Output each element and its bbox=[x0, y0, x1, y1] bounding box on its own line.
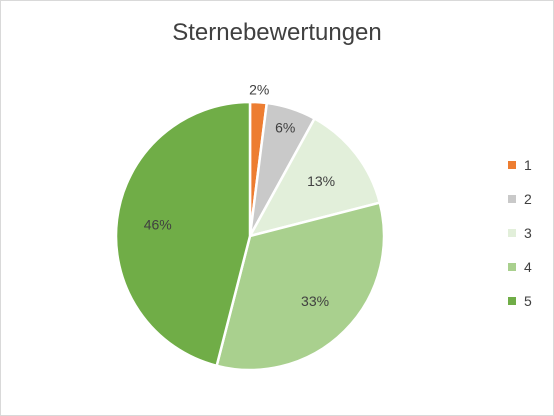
legend-item-2: 2 bbox=[508, 187, 532, 210]
pie-slice-3 bbox=[247, 116, 382, 238]
legend-label-1: 1 bbox=[524, 156, 532, 173]
legend-swatch-4 bbox=[508, 262, 516, 271]
pie-slice-4 bbox=[215, 201, 386, 372]
data-label-1: 2% bbox=[249, 81, 269, 97]
legend-label-5: 5 bbox=[524, 292, 532, 309]
pie-slice-5 bbox=[114, 100, 252, 368]
legend: 1 2 3 4 5 bbox=[508, 153, 532, 323]
legend-swatch-2 bbox=[508, 194, 516, 203]
chart-title: Sternebewertungen bbox=[172, 19, 382, 46]
legend-label-2: 2 bbox=[524, 190, 532, 207]
legend-item-4: 4 bbox=[508, 255, 532, 278]
data-label-2: 6% bbox=[275, 120, 295, 136]
data-label-3: 13% bbox=[307, 173, 335, 189]
legend-swatch-1 bbox=[508, 160, 516, 169]
legend-swatch-3 bbox=[508, 228, 516, 237]
legend-item-3: 3 bbox=[508, 221, 532, 244]
legend-swatch-5 bbox=[508, 296, 516, 305]
data-label-4: 33% bbox=[301, 293, 329, 309]
legend-item-5: 5 bbox=[508, 289, 532, 312]
data-label-5: 46% bbox=[144, 216, 172, 232]
legend-label-3: 3 bbox=[524, 224, 532, 241]
legend-item-1: 1 bbox=[508, 153, 532, 176]
legend-label-4: 4 bbox=[524, 258, 532, 275]
